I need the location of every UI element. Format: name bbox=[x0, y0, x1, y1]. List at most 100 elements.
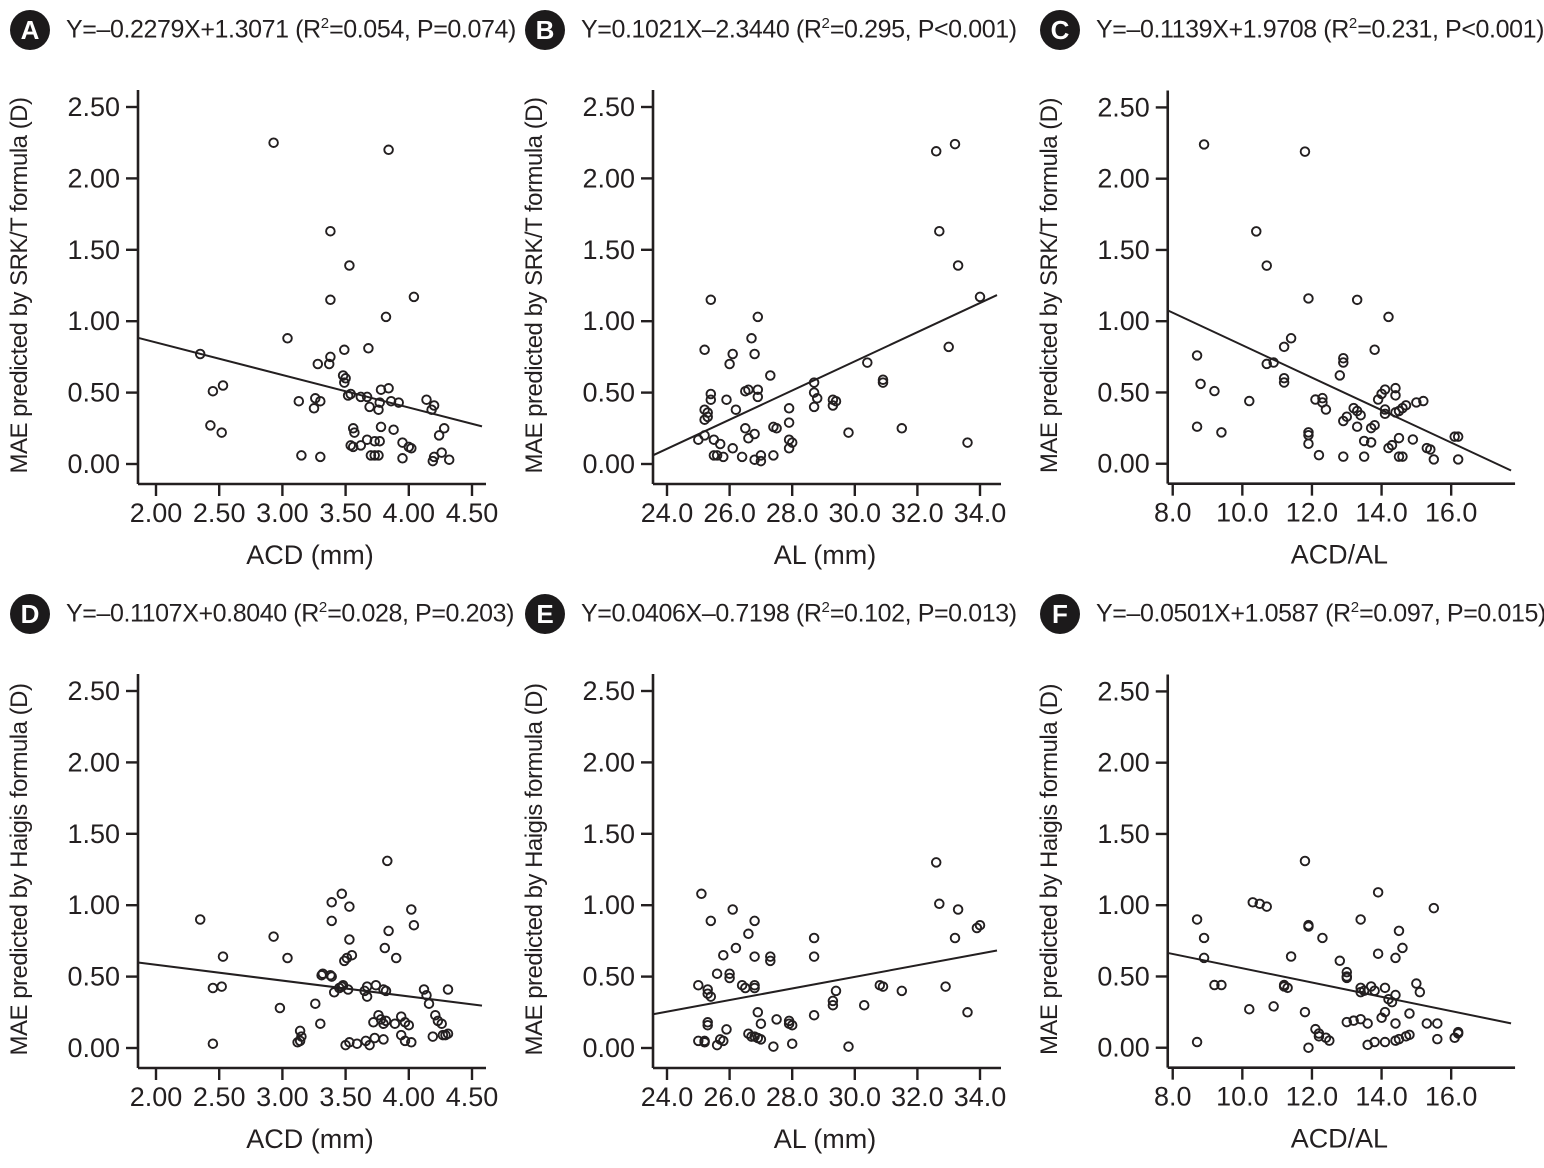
y-axis-title: MAE predicted by SRK/T formula (D) bbox=[6, 97, 33, 473]
data-point bbox=[749, 982, 760, 994]
data-point bbox=[1355, 409, 1366, 421]
data-point bbox=[351, 1038, 363, 1049]
data-point bbox=[294, 1025, 306, 1037]
data-point bbox=[378, 1018, 389, 1029]
y-tick-label: 1.00 bbox=[1097, 306, 1149, 336]
data-point bbox=[711, 450, 723, 461]
x-tick-label: 3.00 bbox=[256, 498, 309, 528]
panel-a-header: A Y=–0.2279X+1.3071 (R2=0.054, P=0.074) bbox=[0, 0, 516, 60]
data-point bbox=[1244, 395, 1255, 407]
data-point bbox=[1393, 451, 1405, 462]
data-point bbox=[727, 348, 738, 360]
data-point bbox=[930, 146, 942, 157]
data-point bbox=[962, 1007, 973, 1018]
data-point bbox=[743, 928, 754, 940]
data-point bbox=[293, 395, 305, 407]
data-point bbox=[1379, 408, 1391, 420]
data-point bbox=[408, 291, 420, 303]
data-point bbox=[1299, 146, 1311, 157]
data-point bbox=[393, 397, 404, 408]
data-point bbox=[755, 455, 767, 467]
equation-prefix: Y=0.1021X–2.3440 (R bbox=[581, 15, 822, 44]
data-point bbox=[430, 1009, 441, 1021]
data-point bbox=[843, 427, 854, 438]
x-tick-label: 24.0 bbox=[641, 498, 694, 528]
data-point bbox=[378, 1034, 389, 1045]
y-tick-label: 2.50 bbox=[67, 92, 120, 122]
data-point bbox=[308, 403, 320, 414]
data-point bbox=[752, 311, 764, 323]
data-point bbox=[1278, 377, 1290, 388]
data-point bbox=[1351, 294, 1363, 306]
data-point bbox=[783, 403, 795, 414]
data-point bbox=[1428, 902, 1440, 914]
panel-b: B Y=0.1021X–2.3440 (R2=0.295, P<0.001) 0… bbox=[515, 0, 1030, 584]
data-point bbox=[943, 341, 954, 353]
data-point bbox=[1299, 1006, 1311, 1018]
data-point bbox=[406, 1037, 417, 1048]
data-point bbox=[361, 391, 373, 403]
y-tick-label: 2.00 bbox=[582, 163, 635, 193]
data-point bbox=[341, 952, 353, 964]
data-point bbox=[442, 984, 454, 995]
data-point bbox=[740, 385, 751, 397]
y-tick-label: 2.50 bbox=[582, 676, 635, 706]
data-point bbox=[1261, 260, 1272, 271]
data-point bbox=[443, 454, 455, 465]
data-point bbox=[752, 1007, 764, 1018]
data-point bbox=[325, 969, 336, 981]
data-point bbox=[749, 454, 760, 465]
data-point bbox=[752, 391, 764, 403]
y-tick-label: 1.00 bbox=[1097, 890, 1149, 920]
data-point bbox=[399, 1035, 411, 1047]
data-point bbox=[326, 971, 337, 982]
data-point bbox=[1404, 1008, 1415, 1019]
data-point bbox=[718, 949, 729, 961]
data-point bbox=[296, 450, 307, 461]
x-tick-label: 4.50 bbox=[446, 1082, 499, 1112]
data-point bbox=[1278, 341, 1290, 353]
data-point bbox=[783, 417, 795, 428]
data-point bbox=[1390, 390, 1401, 401]
data-point bbox=[1285, 951, 1297, 962]
data-point bbox=[896, 423, 908, 434]
data-point bbox=[724, 972, 735, 984]
x-axis-title: AL (mm) bbox=[774, 540, 877, 570]
data-point bbox=[408, 919, 420, 931]
data-point bbox=[1428, 454, 1440, 465]
data-point bbox=[339, 955, 350, 967]
data-point bbox=[365, 450, 377, 461]
equation-superscript: 2 bbox=[821, 15, 830, 33]
y-tick-label: 2.50 bbox=[67, 676, 120, 706]
data-point bbox=[1338, 352, 1349, 364]
data-point bbox=[721, 1024, 732, 1035]
data-point bbox=[1432, 1033, 1443, 1045]
data-point bbox=[390, 952, 402, 964]
y-tick-label: 0.00 bbox=[1097, 449, 1149, 479]
data-point bbox=[207, 385, 219, 397]
data-point bbox=[1348, 1015, 1359, 1026]
x-tick-label: 4.00 bbox=[383, 1082, 436, 1112]
data-point bbox=[326, 897, 337, 908]
data-point bbox=[325, 351, 336, 363]
data-point bbox=[1191, 914, 1203, 925]
data-point bbox=[843, 1041, 854, 1052]
y-tick-label: 0.50 bbox=[67, 378, 120, 408]
data-point bbox=[294, 1035, 306, 1047]
data-point bbox=[1379, 1036, 1391, 1048]
y-tick-label: 0.50 bbox=[582, 378, 635, 408]
data-point bbox=[406, 443, 417, 454]
x-tick-label: 26.0 bbox=[703, 498, 756, 528]
data-point bbox=[380, 985, 392, 997]
data-point bbox=[693, 979, 704, 991]
data-point bbox=[315, 451, 326, 463]
y-tick-label: 0.00 bbox=[67, 1033, 120, 1063]
data-point bbox=[369, 1032, 380, 1044]
data-point bbox=[1303, 438, 1314, 450]
equation-superscript: 2 bbox=[821, 599, 830, 617]
data-point bbox=[328, 987, 340, 998]
data-point bbox=[1393, 432, 1405, 444]
scatter-plot-d: 0.00 0.50 1.00 1.50 2.00 2.50 2.00 2.50 3.00 3.50… bbox=[6, 674, 499, 1154]
x-tick-label: 3.00 bbox=[256, 1082, 309, 1112]
scatter-plot-e: 0.00 0.50 1.00 1.50 2.00 2.50 24.0 26.0 28.0 30.0… bbox=[521, 674, 1006, 1154]
